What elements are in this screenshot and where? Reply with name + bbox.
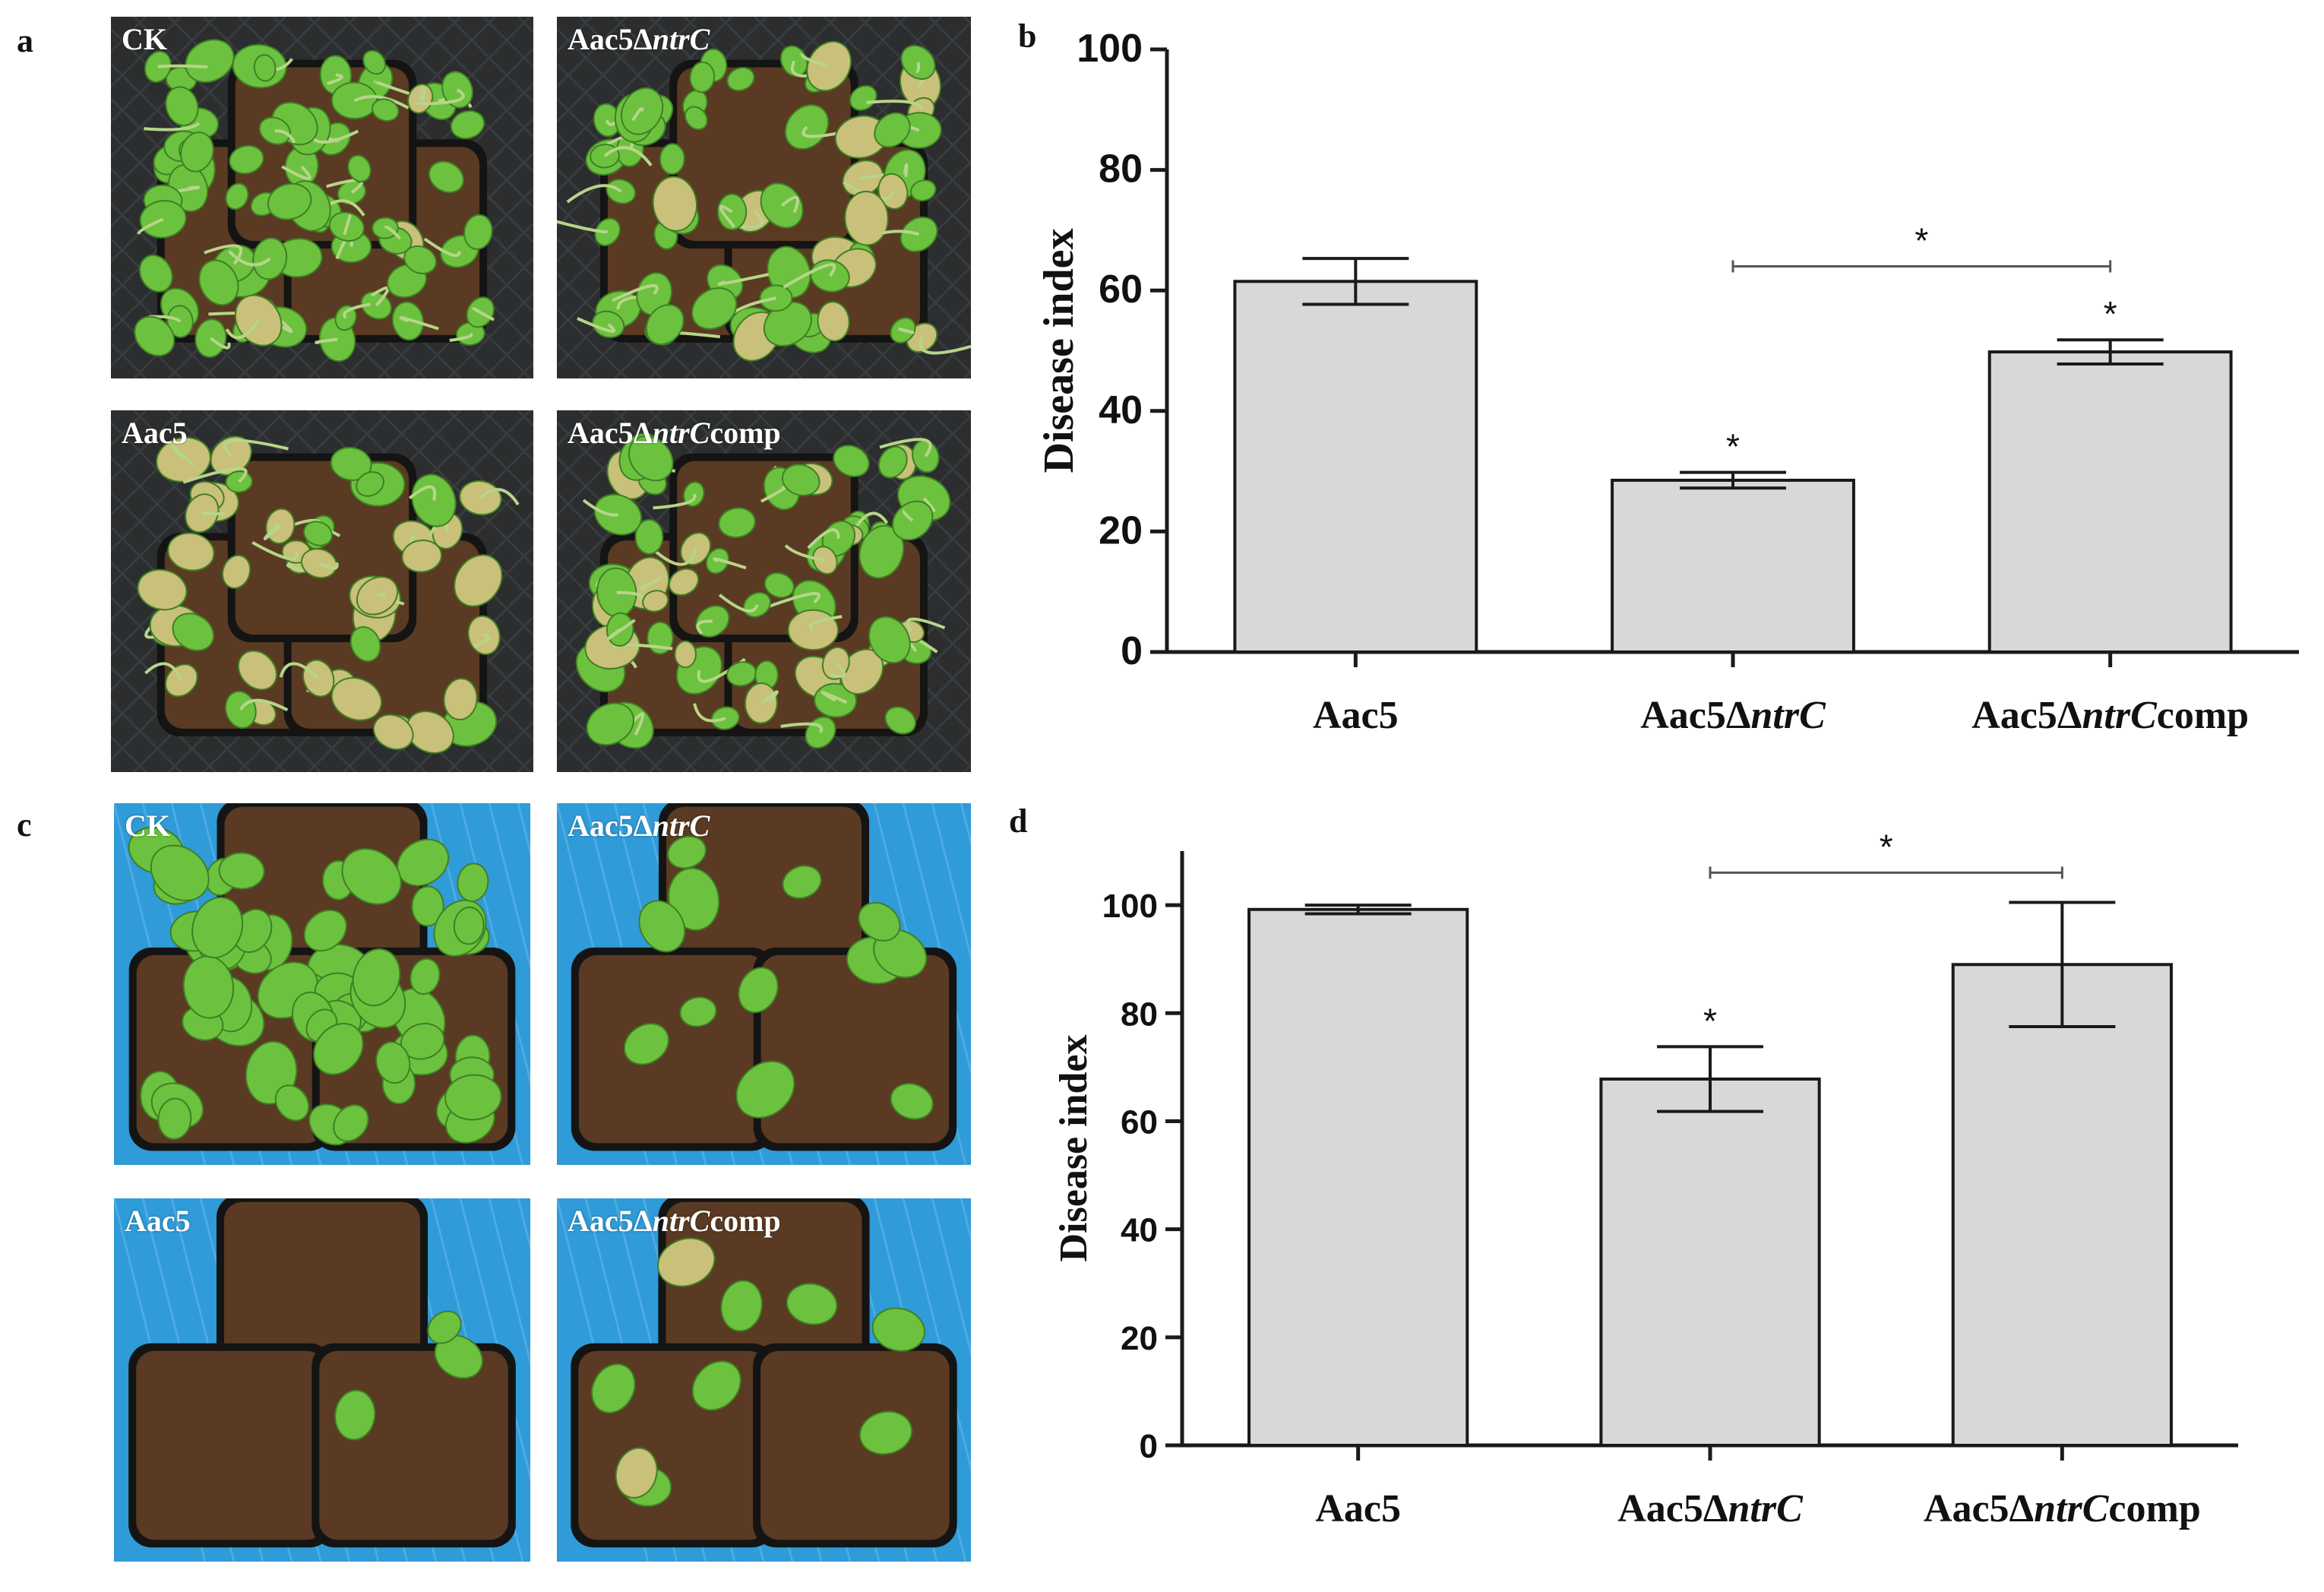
y-tick-label: 40 — [1099, 388, 1143, 432]
photo-label: Aac5ΔntrCcomp — [568, 1204, 781, 1238]
x-category-label: Aac5ΔntrC — [1640, 694, 1826, 737]
photo-c-ck: CK — [114, 803, 530, 1165]
bar — [1247, 907, 1469, 1447]
y-tick-label: 60 — [1121, 1103, 1158, 1141]
chart-b: 0 20 40 60 80 100 Disease index Aac5 * Aac5ΔntrC *… — [1036, 27, 2299, 737]
y-tick-label: 100 — [1102, 888, 1158, 925]
soil — [319, 1350, 508, 1540]
y-tick-label: 0 — [1121, 629, 1143, 673]
bar — [1951, 963, 2173, 1448]
bar — [1611, 478, 1855, 654]
x-category-label: Aac5ΔntrC — [1617, 1487, 1804, 1530]
photo-label: Aac5 — [125, 1204, 191, 1238]
photo-a-ck: CK — [111, 17, 533, 378]
panel-letter-c: c — [17, 806, 32, 843]
x-category-label: Aac5 — [1313, 694, 1399, 737]
y-tick-label: 80 — [1099, 147, 1143, 191]
significance-marker: * — [2104, 294, 2117, 334]
photo-label: CK — [125, 809, 170, 843]
photo-label: Aac5 — [122, 416, 188, 450]
panel-letter-a: a — [17, 22, 33, 59]
photo-c-wildtype: Aac5 — [114, 1198, 530, 1562]
panel-letter-d: d — [1009, 802, 1028, 840]
y-axis-label: Disease index — [1036, 229, 1083, 473]
y-axis-label: Disease index — [1052, 1035, 1096, 1262]
foliage — [137, 435, 520, 754]
y-tick-label: 20 — [1121, 1320, 1158, 1357]
y-tick-label: 40 — [1121, 1212, 1158, 1249]
photo-label: Aac5ΔntrCcomp — [568, 416, 781, 450]
y-tick-label: 0 — [1140, 1428, 1158, 1465]
photo-c-mutant: Aac5ΔntrC — [557, 803, 971, 1165]
significance-marker: * — [1703, 1001, 1717, 1040]
foliage — [134, 39, 495, 362]
soil — [136, 1350, 325, 1540]
y-tick-label: 60 — [1099, 267, 1143, 312]
bar — [1599, 1078, 1821, 1447]
photo-label: Aac5ΔntrC — [568, 809, 710, 843]
photo-a-mutant: Aac5ΔntrC — [557, 17, 971, 378]
y-tick-label: 100 — [1077, 27, 1143, 71]
photo-c-complemented: Aac5ΔntrCcomp — [557, 1198, 971, 1562]
photo-a-complemented: Aac5ΔntrCcomp — [557, 410, 971, 772]
photo-label: Aac5ΔntrC — [568, 22, 710, 56]
photo-a-wildtype: Aac5 — [111, 410, 533, 772]
foliage — [557, 40, 971, 362]
chart-d: 0 20 40 60 80 100 Disease index Aac5 * Aac5ΔntrC A… — [1052, 827, 2238, 1530]
significance-marker: * — [1726, 427, 1740, 467]
foliage — [334, 1310, 483, 1441]
soil — [578, 954, 767, 1144]
bracket-label: * — [1880, 827, 1893, 866]
foliage — [591, 1237, 926, 1507]
soil — [760, 1350, 950, 1540]
bracket-label: * — [1915, 220, 1928, 260]
foliage — [623, 835, 934, 1120]
x-category-label: Aac5ΔntrCcomp — [1971, 694, 2249, 737]
bar — [1233, 280, 1478, 654]
foliage — [128, 826, 502, 1146]
y-tick-label: 20 — [1099, 508, 1143, 552]
x-category-label: Aac5ΔntrCcomp — [1924, 1487, 2201, 1530]
y-tick-label: 80 — [1121, 995, 1158, 1033]
bar — [1987, 350, 2233, 654]
foliage — [575, 432, 951, 749]
photo-label: CK — [122, 22, 167, 56]
panel-letter-b: b — [1018, 17, 1037, 55]
x-category-label: Aac5 — [1315, 1487, 1401, 1530]
